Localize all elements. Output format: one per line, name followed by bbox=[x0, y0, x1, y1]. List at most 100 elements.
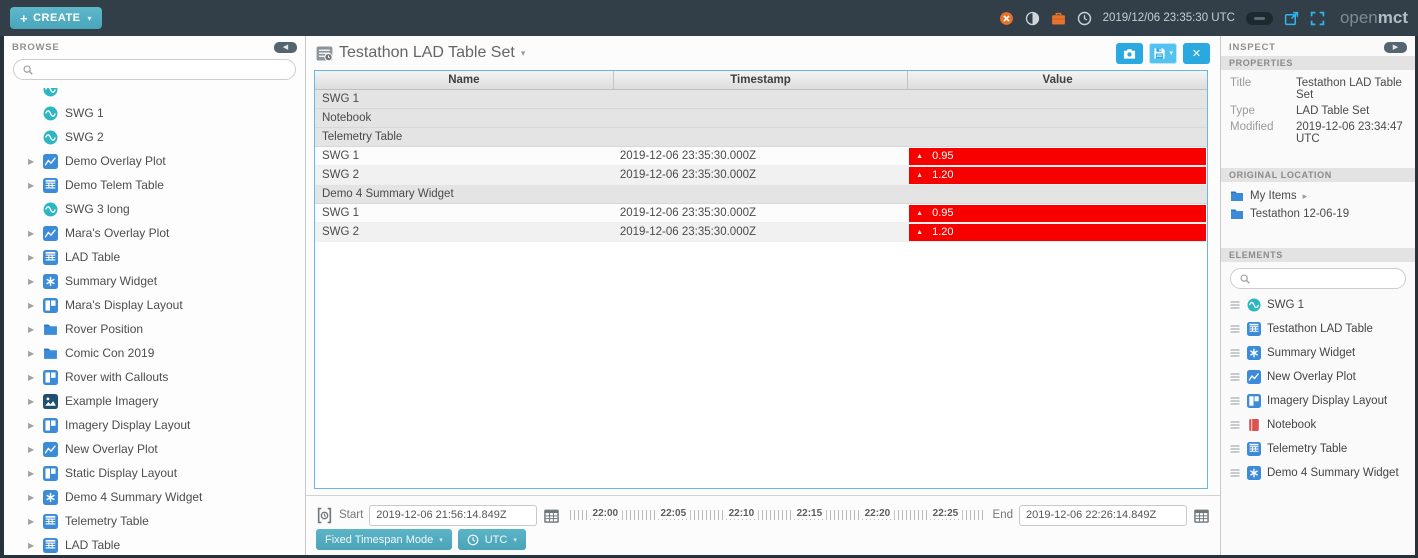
disclosure-triangle-icon[interactable]: ▶ bbox=[28, 492, 35, 502]
tree-item[interactable]: ▶ Static Display Layout bbox=[4, 461, 305, 485]
tree-item[interactable]: ▶ Mara's Overlay Plot bbox=[4, 221, 305, 245]
element-item[interactable]: Telemetry Table bbox=[1227, 437, 1409, 461]
tree-item[interactable]: ▶ LAD Table bbox=[4, 533, 305, 555]
table-group-row[interactable]: Notebook bbox=[315, 109, 1207, 128]
context-menu-caret-icon[interactable]: ▾ bbox=[520, 47, 526, 58]
time-conductor-mode-icon[interactable] bbox=[316, 507, 333, 524]
create-button[interactable]: + CREATE ▾ bbox=[10, 7, 103, 29]
tree-item[interactable]: ▶ Rover Position bbox=[4, 317, 305, 341]
browse-search[interactable] bbox=[13, 59, 296, 80]
disclosure-triangle-icon[interactable]: ▶ bbox=[28, 348, 35, 358]
browse-pane-header: BROWSE ◀ bbox=[4, 36, 305, 56]
disclosure-triangle-icon[interactable]: ▶ bbox=[28, 180, 35, 190]
alert-dismiss-icon[interactable] bbox=[999, 11, 1014, 26]
tree-item[interactable]: ▶ Demo 4 Summary Widget bbox=[4, 485, 305, 509]
timezone-button[interactable]: UTC ▾ bbox=[457, 529, 526, 550]
disclosure-triangle-icon[interactable]: ▶ bbox=[28, 468, 35, 478]
tree-item[interactable] bbox=[4, 88, 305, 101]
inspector-pane: INSPECT ▶ PROPERTIES Title Testathon LAD … bbox=[1220, 36, 1415, 555]
table-row[interactable]: SWG 2 2019-12-06 23:35:30.000Z ▲ 1.20 bbox=[315, 223, 1207, 242]
tree-item[interactable]: ▶ Mara's Display Layout bbox=[4, 293, 305, 317]
element-item[interactable]: Imagery Display Layout bbox=[1227, 389, 1409, 413]
element-item[interactable]: SWG 1 bbox=[1227, 293, 1409, 317]
element-label: Testathon LAD Table bbox=[1267, 323, 1373, 335]
elements-search-input[interactable] bbox=[1256, 271, 1397, 286]
table-group-row[interactable]: SWG 1 bbox=[315, 90, 1207, 109]
disclosure-triangle-icon[interactable]: ▶ bbox=[28, 540, 35, 550]
conductor-mode-row: Fixed Timespan Mode ▾ UTC ▾ bbox=[306, 529, 1220, 550]
calendar-icon[interactable] bbox=[1193, 507, 1210, 524]
element-item[interactable]: Summary Widget bbox=[1227, 341, 1409, 365]
handle-icon bbox=[1229, 323, 1241, 335]
disclosure-triangle-icon[interactable]: ▶ bbox=[28, 156, 35, 166]
table-icon bbox=[1247, 442, 1261, 456]
element-item[interactable]: New Overlay Plot bbox=[1227, 365, 1409, 389]
timespan-mode-button[interactable]: Fixed Timespan Mode ▾ bbox=[316, 529, 452, 550]
start-time-input[interactable] bbox=[369, 504, 538, 526]
disclosure-triangle-icon[interactable]: ▶ bbox=[28, 300, 35, 310]
end-time-input[interactable] bbox=[1019, 504, 1187, 526]
tree-item[interactable]: ▶ Demo Overlay Plot bbox=[4, 149, 305, 173]
tree-item[interactable]: ▶ Summary Widget bbox=[4, 269, 305, 293]
element-item[interactable]: Demo 4 Summary Widget bbox=[1227, 461, 1409, 485]
elements-search[interactable] bbox=[1230, 268, 1406, 289]
telemetry-icon bbox=[43, 202, 58, 217]
column-header[interactable]: Name bbox=[315, 71, 614, 89]
disclosure-triangle-icon[interactable]: ▶ bbox=[28, 396, 35, 406]
tree-item[interactable]: SWG 1 bbox=[4, 101, 305, 125]
table-row[interactable]: SWG 2 2019-12-06 23:35:30.000Z ▲ 1.20 bbox=[315, 166, 1207, 185]
handle-icon bbox=[1229, 347, 1241, 359]
calendar-icon[interactable] bbox=[543, 507, 560, 524]
disclosure-triangle-icon[interactable]: ▶ bbox=[28, 372, 35, 382]
open-new-tab-icon[interactable] bbox=[1284, 11, 1299, 26]
tree-item[interactable]: ▶ Rover with Callouts bbox=[4, 365, 305, 389]
cell-value: ▲ 1.20 bbox=[908, 166, 1207, 185]
collapse-browse-pane-button[interactable]: ◀ bbox=[274, 41, 297, 53]
table-row[interactable]: SWG 1 2019-12-06 23:35:30.000Z ▲ 0.95 bbox=[315, 147, 1207, 166]
property-label: Type bbox=[1230, 105, 1255, 117]
tree-item[interactable]: ▶ Demo Telem Table bbox=[4, 173, 305, 197]
tree-item[interactable]: ▶ Comic Con 2019 bbox=[4, 341, 305, 365]
table-group-row[interactable]: Telemetry Table bbox=[315, 128, 1207, 147]
location-item[interactable]: Testathon 12-06-19 bbox=[1230, 205, 1406, 223]
browse-title: BROWSE bbox=[12, 41, 60, 53]
browse-search-input[interactable] bbox=[39, 62, 287, 77]
tree-item-label: Static Display Layout bbox=[65, 466, 178, 480]
suitcase-icon[interactable] bbox=[1051, 11, 1066, 26]
notebook-snapshot-button[interactable] bbox=[1116, 42, 1144, 64]
disclosure-triangle-icon[interactable]: ▶ bbox=[28, 276, 35, 286]
inspect-title: INSPECT bbox=[1229, 41, 1276, 53]
element-item[interactable]: Notebook bbox=[1227, 413, 1409, 437]
conductor-timeline[interactable]: 22:00 22:05 22:10 22:15 22:20 22:25 bbox=[570, 504, 983, 526]
element-item[interactable]: Testathon LAD Table bbox=[1227, 317, 1409, 341]
disclosure-triangle-icon[interactable]: ▶ bbox=[28, 516, 35, 526]
tree-item[interactable]: SWG 2 bbox=[4, 125, 305, 149]
tree-item[interactable]: ▶ New Overlay Plot bbox=[4, 437, 305, 461]
tree-item[interactable]: ▶ Example Imagery bbox=[4, 389, 305, 413]
disclosure-triangle-icon[interactable]: ▶ bbox=[28, 252, 35, 262]
tree-item[interactable]: ▶ Telemetry Table bbox=[4, 509, 305, 533]
browse-pane: BROWSE ◀ SWG 1 SWG 2 ▶ Demo Overlay Plot ▶ De… bbox=[4, 36, 306, 555]
table-row[interactable]: SWG 1 2019-12-06 23:35:30.000Z ▲ 0.95 bbox=[315, 204, 1207, 223]
close-button[interactable]: ✕ bbox=[1183, 42, 1210, 64]
column-header[interactable]: Value bbox=[1042, 74, 1073, 86]
fullscreen-icon[interactable] bbox=[1310, 11, 1325, 26]
disclosure-triangle-icon[interactable]: ▶ bbox=[28, 324, 35, 334]
save-button[interactable]: ▾ bbox=[1149, 42, 1177, 64]
telemetry-icon bbox=[43, 106, 58, 121]
indicator-pill[interactable] bbox=[1245, 11, 1273, 25]
tree-item[interactable]: ▶ LAD Table bbox=[4, 245, 305, 269]
location-item[interactable]: My Items ▸ bbox=[1230, 187, 1406, 205]
properties-grid: Title Testathon LAD Table Set Type LAD Tabl… bbox=[1221, 70, 1415, 152]
expand-inspector-pane-button[interactable]: ▶ bbox=[1384, 41, 1407, 53]
browse-tree: SWG 1 SWG 2 ▶ Demo Overlay Plot ▶ Demo Telem … bbox=[4, 88, 305, 555]
disclosure-triangle-icon[interactable]: ▶ bbox=[28, 228, 35, 238]
tree-item[interactable]: ▶ Imagery Display Layout bbox=[4, 413, 305, 437]
disclosure-triangle-icon[interactable]: ▶ bbox=[28, 444, 35, 454]
column-header[interactable]: Timestamp bbox=[614, 71, 909, 89]
disclosure-triangle-icon[interactable]: ▶ bbox=[28, 420, 35, 430]
table-group-row[interactable]: Demo 4 Summary Widget bbox=[315, 185, 1207, 204]
theme-contrast-icon[interactable] bbox=[1025, 11, 1040, 26]
plus-icon: + bbox=[20, 10, 29, 26]
tree-item[interactable]: SWG 3 long bbox=[4, 197, 305, 221]
